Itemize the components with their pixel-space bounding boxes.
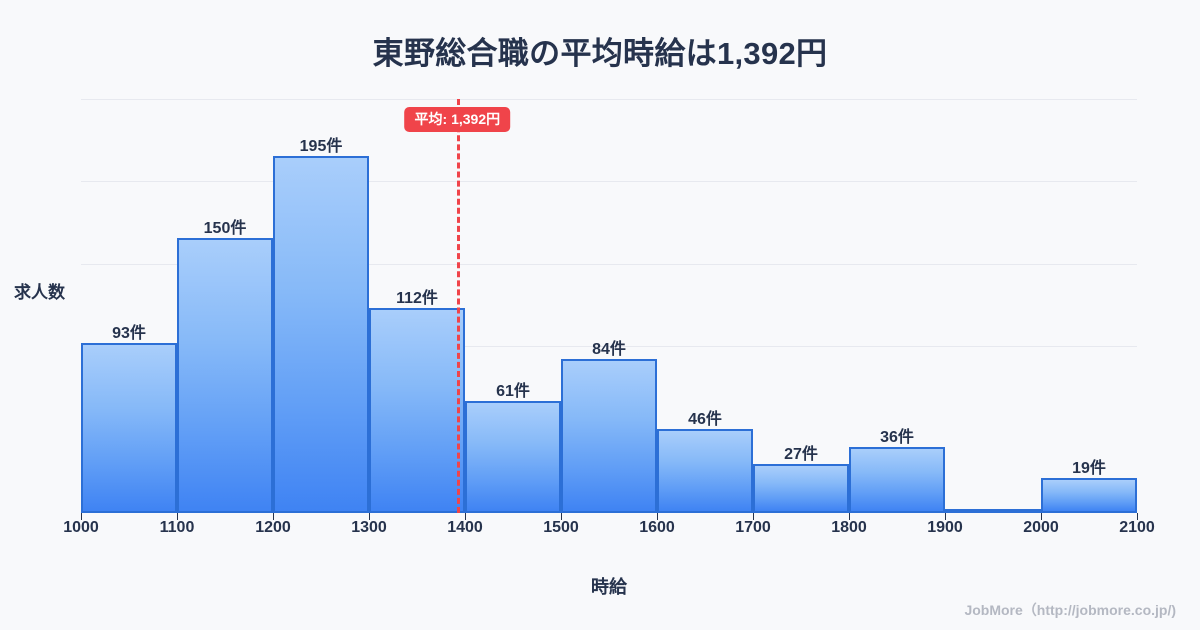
- plot-area: 93件 150件 195件 112件 61件 84件 46件 27件 36件 19件: [81, 99, 1137, 513]
- gridline: [81, 181, 1137, 183]
- x-axis-tick-mark: [177, 513, 178, 520]
- x-axis-tick-mark: [81, 513, 82, 520]
- x-axis-tick-mark: [753, 513, 754, 520]
- bar[interactable]: [753, 463, 849, 513]
- bar-value-label: 19件: [1072, 460, 1106, 478]
- bar-value-label: 112件: [396, 289, 438, 307]
- x-axis-tick-label: 1900: [927, 519, 963, 536]
- bar[interactable]: [273, 155, 369, 513]
- bar-value-label: 195件: [299, 137, 343, 155]
- x-axis-tick-mark: [1041, 513, 1042, 520]
- x-axis-tick-mark: [369, 513, 370, 520]
- x-axis-tick-label: 2000: [1023, 519, 1059, 536]
- x-axis-tick-label: 1700: [735, 519, 771, 536]
- bar[interactable]: [177, 238, 273, 513]
- bar-value-label: 36件: [880, 429, 914, 447]
- x-axis-title: 時給: [591, 577, 627, 597]
- bar[interactable]: [81, 342, 177, 513]
- gridline: [81, 263, 1137, 265]
- bar[interactable]: [465, 401, 561, 513]
- bar-value-label: 93件: [112, 324, 146, 342]
- bar-value-label: 61件: [496, 383, 530, 401]
- bar-value-label: 27件: [784, 445, 818, 463]
- bar-value-label: 150件: [203, 220, 247, 238]
- x-axis-tick-mark: [1137, 513, 1138, 520]
- bar[interactable]: [369, 307, 465, 513]
- x-axis-tick-label: 1300: [351, 519, 387, 536]
- page-title: 東野総合職の平均時給は1,392円: [372, 36, 828, 71]
- x-axis-tick-mark: [945, 513, 946, 520]
- bar[interactable]: [657, 428, 753, 513]
- x-axis-tick-label: 1100: [159, 519, 195, 536]
- x-axis-tick-mark: [657, 513, 658, 520]
- x-axis-tick-label: 1000: [63, 519, 99, 536]
- footer-credit: JobMore（http://jobmore.co.jp/): [964, 602, 1176, 618]
- x-axis-tick-label: 1200: [255, 519, 291, 536]
- x-axis-tick-mark: [849, 513, 850, 520]
- x-axis-tick-label: 1500: [543, 519, 579, 536]
- x-axis-tick-mark: [465, 513, 466, 520]
- bar-value-label: 46件: [688, 410, 722, 428]
- bar[interactable]: [945, 509, 1041, 513]
- x-axis-tick-label: 1600: [639, 519, 675, 536]
- bar[interactable]: [1041, 478, 1137, 513]
- gridline: [81, 346, 1137, 348]
- gridline: [81, 99, 1137, 100]
- x-axis-tick-mark: [561, 513, 562, 520]
- x-axis-tick-label: 1800: [831, 519, 867, 536]
- bar[interactable]: [849, 447, 945, 513]
- x-axis-tick-label: 1400: [447, 519, 483, 536]
- mean-badge: 平均: 1,392円: [404, 107, 511, 133]
- y-axis-title: 求人数: [14, 283, 65, 302]
- bar-value-label: 84件: [592, 341, 626, 359]
- x-axis-tick-mark: [273, 513, 274, 520]
- mean-line: [457, 99, 461, 513]
- bar[interactable]: [561, 359, 657, 513]
- x-axis-tick-label: 2100: [1119, 519, 1155, 536]
